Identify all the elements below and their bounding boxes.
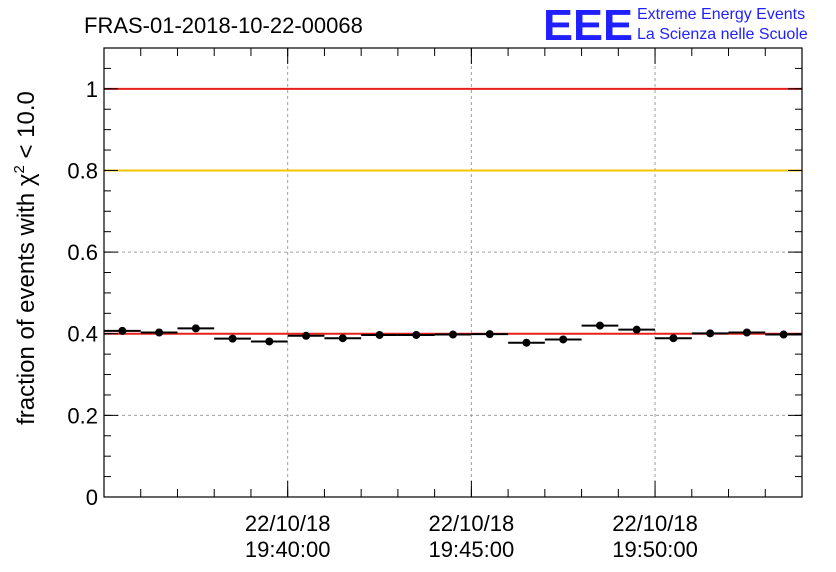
data-points [104,321,802,347]
x-tick-label-time: 19:50:00 [612,537,698,562]
eee-logo-mark: EEE [543,1,633,50]
y-axis-title: fraction of events with χ2 < 10.0 [11,91,40,425]
x-tick-label-time: 19:45:00 [429,537,515,562]
data-point [302,331,311,340]
eee-logo-line1: Extreme Energy Events [637,6,805,23]
data-point [155,328,164,337]
plot-frame [103,47,803,498]
y-axis-title-chi: χ [13,173,40,186]
data-point [669,334,678,343]
eee-logo-line2: La Scienza nelle Scuole [637,26,808,43]
data-point [559,335,568,344]
x-tick-label-date: 22/10/18 [612,511,698,536]
y-axis-title-post: < 10.0 [13,91,40,165]
data-point [228,334,237,343]
data-point [595,321,604,330]
y-tick-label: 0.6 [67,240,98,265]
data-point [485,330,494,339]
y-axis-title-sup: 2 [11,165,28,173]
x-tick-label-date: 22/10/18 [429,511,515,536]
data-point [449,330,457,339]
y-tick-label: 0.4 [67,322,98,347]
data-point [742,328,751,337]
header: FRAS-01-2018-10-22-00068 [84,13,363,38]
axis-ticks [103,47,803,498]
y-tick-labels: 0 0.2 0.4 0.6 0.8 1 [67,77,98,510]
data-point [191,324,200,333]
reference-lines [104,87,802,335]
chart-title: FRAS-01-2018-10-22-00068 [84,13,363,38]
y-tick-label: 1 [86,77,98,102]
y-axis-title-pre: fraction of events with [13,186,40,425]
data-point [632,325,641,334]
x-tick-label-date: 22/10/18 [245,511,331,536]
data-point [265,337,274,346]
data-point [522,338,531,347]
data-point [375,330,384,339]
data-point [412,330,421,339]
data-point [118,326,127,335]
y-tick-label: 0.8 [67,158,98,183]
data-point [779,330,788,339]
data-point [706,329,715,338]
eee-logo: EEE Extreme Energy Events La Scienza nel… [543,1,808,50]
data-point [338,334,347,343]
gridlines [104,48,802,497]
y-tick-label: 0.2 [67,403,98,428]
y-tick-label: 0 [86,485,98,510]
x-tick-label-time: 19:40:00 [245,537,331,562]
x-tick-labels: 22/10/1819:40:0022/10/1819:45:0022/10/18… [245,511,698,562]
